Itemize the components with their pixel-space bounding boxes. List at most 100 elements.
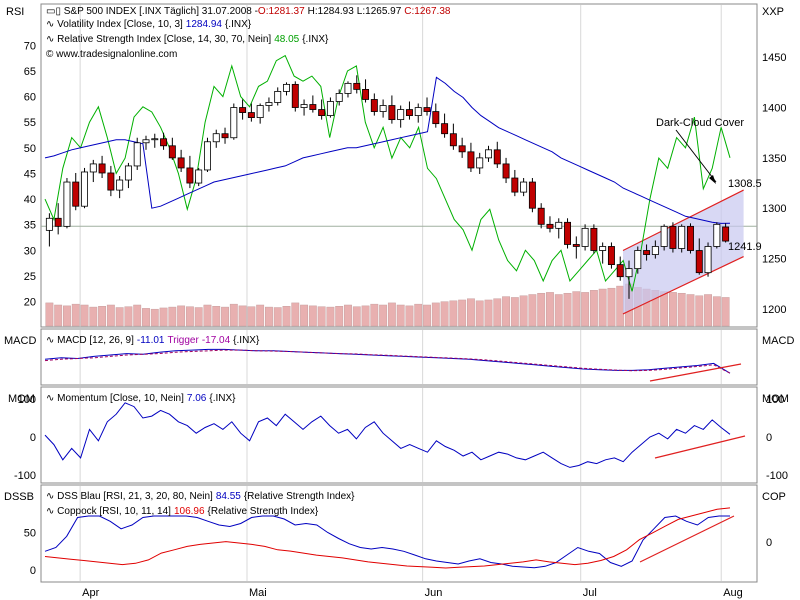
volume-bar — [440, 301, 449, 327]
x-tick-label: Aug — [723, 587, 743, 599]
candle-body — [572, 244, 580, 247]
trigger-value: -17.04 — [202, 335, 231, 346]
price-high: H:1284.93 — [308, 6, 355, 17]
candle-body — [247, 112, 255, 118]
channel-fill — [623, 190, 744, 314]
macd-value: -11.01 — [137, 335, 165, 346]
mom-legend: ∿ Momentum [Close, 10, Nein] 7.06 {.INX} — [46, 393, 236, 404]
candle-body — [651, 246, 659, 255]
candle-body — [537, 207, 545, 225]
dss-suffix: {Relative Strength Index} — [244, 491, 355, 502]
candle-body — [616, 264, 624, 278]
candle-body — [493, 149, 501, 165]
candle-body — [283, 83, 290, 92]
volume-bar — [247, 306, 256, 327]
volume-bar — [616, 285, 625, 327]
rsi-value: 48.05 — [274, 34, 299, 45]
main-legend: ▭▯ S&P 500 INDEX [.INX Täglich] 31.07.20… — [46, 6, 451, 60]
price-tick-label: 1250 — [762, 254, 786, 266]
rsi-label: Relative Strength Index [Close, 14, 30, … — [57, 34, 271, 45]
candle-body — [423, 107, 431, 112]
candle-body — [485, 149, 492, 159]
x-tick-label: Apr — [82, 587, 99, 599]
macd-label: MACD [12, 26, 9] — [57, 335, 134, 346]
upper-level-label: 1308.5 — [728, 178, 762, 190]
trigger-label: Trigger — [168, 335, 200, 346]
volume-bar — [159, 307, 168, 327]
volatility-label: Volatility Index [Close, 10, 3] — [57, 19, 183, 30]
macd-lines — [44, 348, 742, 382]
candle-body — [476, 157, 484, 169]
volatility-suffix: {.INX} — [225, 19, 252, 30]
wave-icon: ∿ — [46, 393, 57, 404]
volume-bar — [598, 288, 607, 327]
volatility-line — [44, 76, 731, 224]
rsi-tick-label: 30 — [24, 245, 36, 257]
candle-body — [353, 82, 361, 90]
volume-bar — [300, 304, 309, 327]
volatility-value: 1284.94 — [186, 19, 223, 30]
dss-legend: ∿ DSS Blau [RSI, 21, 3, 20, 80, Nein] 84.… — [46, 491, 355, 502]
candle-body — [291, 83, 299, 108]
dss-lines — [44, 507, 735, 569]
main-right-label: XXP — [762, 6, 784, 18]
candle-body — [458, 145, 466, 153]
price-symbol: S&P 500 INDEX [.INX Täglich] 31.07.2008 … — [64, 6, 258, 17]
cop-legend: ∿ Coppock [RSI, 10, 11, 14] 106.96 {Relati… — [46, 506, 319, 517]
volume-bar — [212, 306, 221, 327]
candle-body — [634, 250, 642, 270]
candle-body — [221, 133, 229, 139]
volume-bar — [256, 304, 265, 327]
candle-body — [124, 165, 132, 181]
volume-bar — [194, 307, 203, 327]
mom-left-label: MOM — [8, 393, 35, 405]
volume-bar — [502, 296, 510, 327]
candle-body — [555, 221, 563, 229]
rsi-line — [44, 54, 731, 292]
volume-bar — [607, 287, 616, 327]
candle-body — [379, 105, 387, 112]
candle-body — [230, 107, 238, 139]
candle-body — [335, 93, 343, 102]
volume-bar — [712, 296, 721, 327]
macd-suffix: {.INX} — [233, 335, 260, 346]
price-tick-label: 1400 — [762, 103, 786, 115]
volume-bar — [89, 306, 98, 327]
volume-bar — [133, 304, 142, 327]
candle-body — [414, 107, 422, 116]
volume-bar — [106, 304, 115, 327]
candle-body — [151, 138, 159, 141]
cop-tick-label: 0 — [766, 537, 772, 549]
volume-bar — [45, 302, 54, 327]
trigger-series — [44, 349, 731, 374]
volatility-series — [44, 76, 731, 224]
candle-body — [502, 163, 510, 179]
wave-icon: ∿ — [46, 491, 57, 502]
wave-icon: ∿ — [46, 34, 57, 45]
candle-body — [81, 171, 88, 207]
candlesticks — [45, 75, 730, 299]
arrow-head-icon — [709, 175, 716, 184]
legend-price-line: ▭▯ S&P 500 INDEX [.INX Täglich] 31.07.20… — [46, 6, 451, 17]
candle-body — [607, 246, 615, 266]
volume-bar — [563, 292, 572, 327]
dssb-tick-label: 0 — [30, 565, 36, 577]
mom-right-label: MOM — [762, 393, 789, 405]
volume-bar — [221, 306, 229, 327]
dss-series — [44, 515, 730, 569]
candle-body — [687, 225, 694, 251]
rsi-tick-label: 35 — [24, 220, 36, 232]
candle-body — [432, 111, 440, 125]
volume-bar — [80, 304, 89, 327]
macd-left-label: MACD — [4, 335, 36, 347]
mom-tick-label: -100 — [14, 470, 36, 482]
volume-bar — [484, 299, 493, 327]
volume-bar — [308, 305, 317, 327]
cop-value: 106.96 — [174, 506, 205, 517]
wave-icon: ∿ — [46, 335, 57, 346]
volume-bar — [317, 306, 326, 327]
coppock-series — [44, 507, 731, 569]
candle-body — [625, 268, 633, 278]
candle-body — [142, 139, 150, 144]
dark-cloud-annotation: Dark-Cloud Cover — [656, 117, 744, 129]
